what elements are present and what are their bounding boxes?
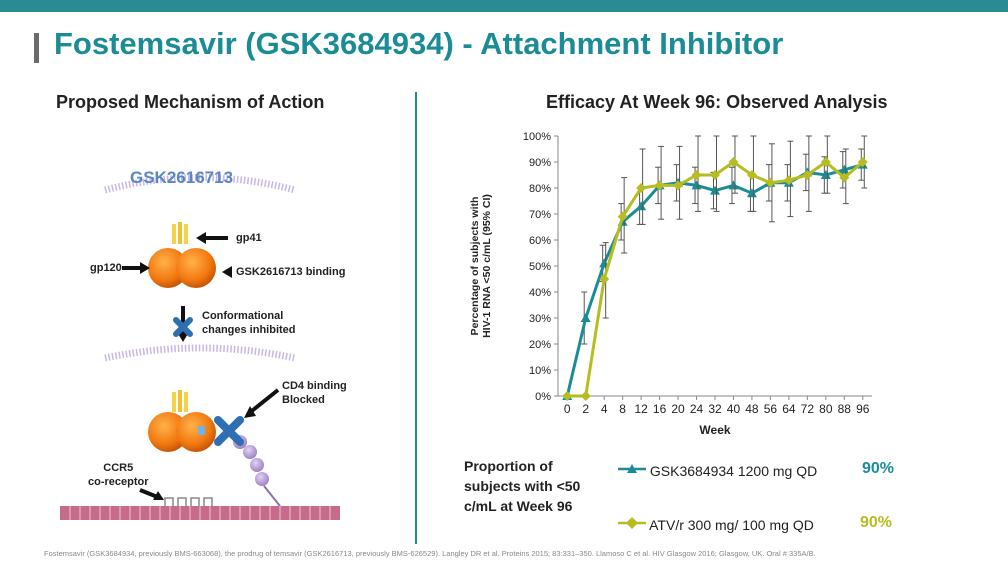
data-point-atv bbox=[580, 391, 591, 401]
data-point-atv bbox=[654, 180, 665, 191]
series-line-0 bbox=[565, 163, 864, 397]
x-tick-label: 88 bbox=[838, 402, 852, 416]
data-point-atv bbox=[617, 211, 628, 222]
data-point-atv bbox=[802, 170, 813, 180]
data-point-gsk bbox=[839, 164, 850, 174]
gp41-label: gp41 bbox=[236, 232, 262, 244]
data-point-atv bbox=[599, 274, 610, 284]
legend-entry-atv: ATV/r 300 mg/ 100 mg QD bbox=[618, 516, 814, 533]
binding-label: GSK2616713 binding bbox=[236, 266, 346, 278]
drug-label: GSK2616713 bbox=[130, 168, 234, 187]
series-line-1 bbox=[567, 160, 864, 398]
data-point-gsk bbox=[710, 185, 720, 195]
title-marker bbox=[34, 33, 39, 63]
efficacy-chart: 0% 10% 20% 30% 40% 50% 60% 70% 80% 90% 100% 0 2 4 8 12 1… bbox=[440, 120, 900, 450]
x-tick-label: 8 bbox=[619, 402, 626, 416]
x-tick-label: 0 bbox=[564, 402, 571, 416]
data-point-atv bbox=[783, 175, 794, 186]
data-point-gsk bbox=[580, 313, 591, 322]
x-axis-label: Week bbox=[699, 423, 730, 437]
x-tick-label: 80 bbox=[819, 402, 833, 416]
data-point-atv bbox=[710, 170, 720, 180]
x-tick-label: 72 bbox=[801, 402, 815, 416]
data-point-gsk bbox=[599, 258, 610, 268]
mechanism-heading: Proposed Mechanism of Action bbox=[56, 92, 325, 112]
y-tick-label: 80% bbox=[529, 183, 551, 195]
top-accent-bar bbox=[0, 0, 1008, 12]
gp120-orb-right bbox=[176, 248, 216, 288]
data-point-gsk bbox=[636, 201, 647, 211]
x-tick-label: 16 bbox=[653, 402, 667, 416]
legend-marker-gsk bbox=[618, 464, 646, 473]
y-tick-label: 70% bbox=[529, 209, 551, 221]
arrow-cd4 bbox=[246, 388, 280, 416]
membrane-arc-top bbox=[104, 174, 296, 194]
conformational-label: Conformational changes inhibited bbox=[202, 310, 296, 336]
efficacy-heading: Efficacy At Week 96: Observed Analysis bbox=[546, 92, 888, 112]
footnote: Fostemsavir (GSK3684934, previously BMS-… bbox=[44, 549, 816, 558]
data-point-atv bbox=[673, 180, 684, 191]
x-tick-label: 56 bbox=[764, 402, 778, 416]
data-point-atv bbox=[857, 157, 868, 167]
legend-pct-gsk: 90% bbox=[862, 460, 895, 477]
data-point-atv bbox=[636, 183, 647, 193]
y-tick-label: 0% bbox=[535, 391, 551, 403]
data-point-atv bbox=[691, 170, 702, 180]
gp41-spikes-bottom bbox=[172, 390, 188, 412]
ccr5-label: CCR5 co-receptor bbox=[88, 462, 149, 488]
legend-question: Proportion of subjects with <50 c/mL at … bbox=[464, 458, 581, 514]
y-tick-label: 30% bbox=[529, 313, 551, 325]
cd4-chain bbox=[233, 435, 281, 507]
data-point-atv bbox=[839, 172, 850, 183]
y-tick-label: 90% bbox=[529, 157, 551, 169]
legend-label-atv: ATV/r 300 mg/ 100 mg QD bbox=[649, 517, 814, 533]
panel-divider bbox=[415, 92, 417, 544]
data-point-atv bbox=[746, 170, 757, 180]
gp120-orb-left-bottom bbox=[148, 412, 188, 452]
legend-marker-atv bbox=[618, 517, 646, 529]
y-tick-label: 60% bbox=[529, 235, 551, 247]
legend-label-gsk: GSK3684934 1200 mg QD bbox=[649, 463, 818, 479]
mechanism-diagram: GSK2616713 gp41 gp120 GSK2616713 binding… bbox=[50, 160, 390, 525]
gp120-orb-right-bottom bbox=[176, 412, 216, 452]
mechanism-illustration bbox=[60, 174, 340, 520]
x-tick-label: 20 bbox=[671, 402, 685, 416]
data-point-gsk bbox=[820, 170, 831, 179]
x-tick-label: 32 bbox=[708, 402, 722, 416]
data-point-atv bbox=[562, 391, 573, 401]
membrane-arc-mid bbox=[104, 344, 296, 362]
ccr5-receptor bbox=[164, 497, 213, 506]
y-tick-label: 10% bbox=[529, 365, 551, 377]
x-tick-label: 96 bbox=[856, 402, 870, 416]
legend-pct-atv: 90% bbox=[860, 514, 893, 531]
gp120-orb-left bbox=[148, 248, 188, 288]
slide-title: Fostemsavir (GSK3684934) - Attachment In… bbox=[54, 26, 784, 61]
data-point-gsk bbox=[691, 180, 702, 190]
efficacy-chart-svg: 0%10%20%30%40%50%60%70%80%90%100%0 2 4 8 12 1… bbox=[469, 131, 872, 437]
cd4-label: CD4 binding Blocked bbox=[282, 380, 347, 406]
gp41-spikes-top bbox=[172, 222, 188, 244]
y-axis-label: Percentage of subjects withHIV-1 RNA <50… bbox=[469, 194, 493, 338]
x-tick-label: 64 bbox=[782, 402, 796, 416]
data-point-atv bbox=[765, 177, 776, 188]
data-point-gsk bbox=[746, 188, 757, 198]
x-tick-label: 48 bbox=[745, 402, 759, 416]
data-point-atv bbox=[820, 157, 831, 167]
arrow-binding bbox=[222, 266, 232, 278]
x-tick-label: 2 bbox=[582, 402, 589, 416]
data-point-atv bbox=[728, 157, 739, 167]
block-x bbox=[214, 416, 244, 446]
y-tick-label: 100% bbox=[523, 131, 551, 143]
x-tick-label: 24 bbox=[690, 402, 704, 416]
gp120-label: gp120 bbox=[90, 262, 122, 274]
x-tick-label: 12 bbox=[634, 402, 648, 416]
y-tick-label: 40% bbox=[529, 287, 551, 299]
y-tick-label: 20% bbox=[529, 339, 551, 351]
legend-entry-gsk: GSK3684934 1200 mg QD bbox=[618, 462, 817, 479]
y-tick-label: 50% bbox=[529, 261, 551, 273]
data-point-gsk bbox=[728, 180, 739, 190]
x-tick-label: 40 bbox=[727, 402, 741, 416]
x-tick-label: 4 bbox=[601, 402, 608, 416]
